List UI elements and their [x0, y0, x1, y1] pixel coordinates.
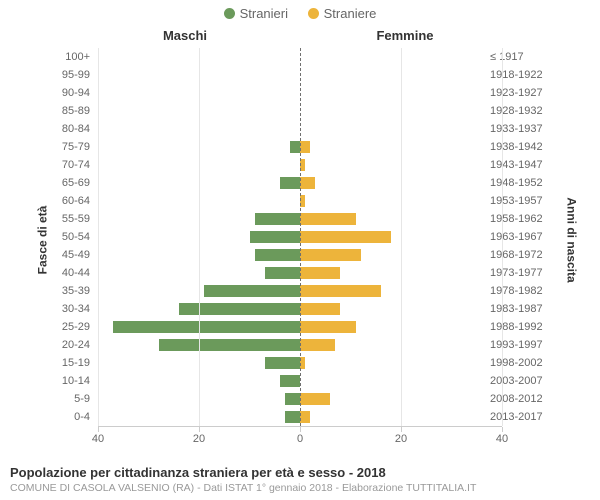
age-label: 85-89: [50, 102, 90, 120]
age-label: 40-44: [50, 264, 90, 282]
legend-label-female: Straniere: [324, 6, 377, 21]
age-label: 0-4: [50, 408, 90, 426]
footer: Popolazione per cittadinanza straniera p…: [10, 465, 590, 494]
bar-male: [255, 213, 300, 225]
age-label: 95-99: [50, 66, 90, 84]
x-tick-label: 20: [183, 433, 215, 445]
age-label: 10-14: [50, 372, 90, 390]
grid-line: [98, 48, 99, 426]
y-axis-title-right: Anni di nascita: [564, 197, 578, 282]
bar-female: [300, 339, 335, 351]
grid-line: [502, 48, 503, 426]
age-label: 25-29: [50, 318, 90, 336]
age-label: 60-64: [50, 192, 90, 210]
bar-male: [280, 375, 300, 387]
x-tick-label: 0: [284, 433, 316, 445]
x-tick-label: 20: [385, 433, 417, 445]
bar-female: [300, 411, 310, 423]
x-tick-label: 40: [486, 433, 518, 445]
x-tick-mark: [502, 427, 503, 432]
bars-area: [98, 48, 502, 426]
side-subtitles: Maschi Femmine: [0, 28, 600, 46]
age-label: 20-24: [50, 336, 90, 354]
grid-line: [401, 48, 402, 426]
bar-male: [290, 141, 300, 153]
bar-male: [285, 411, 300, 423]
age-label: 75-79: [50, 138, 90, 156]
subtitle-female: Femmine: [320, 28, 490, 43]
bar-male: [280, 177, 300, 189]
age-label: 5-9: [50, 390, 90, 408]
y-axis-title-left: Fasce di età: [35, 206, 49, 275]
age-label: 100+: [50, 48, 90, 66]
bar-female: [300, 267, 340, 279]
age-label: 55-59: [50, 210, 90, 228]
age-label: 80-84: [50, 120, 90, 138]
bar-male: [159, 339, 300, 351]
chart-subtitle: COMUNE DI CASOLA VALSENIO (RA) - Dati IS…: [10, 482, 590, 494]
bar-female: [300, 393, 330, 405]
bar-male: [265, 357, 300, 369]
bar-female: [300, 213, 356, 225]
bar-male: [204, 285, 300, 297]
bar-male: [179, 303, 300, 315]
age-label: 50-54: [50, 228, 90, 246]
bar-female: [300, 231, 391, 243]
legend-item-male: Stranieri: [224, 6, 288, 21]
bar-female: [300, 321, 356, 333]
bar-female: [300, 303, 340, 315]
age-label: 35-39: [50, 282, 90, 300]
age-label: 70-74: [50, 156, 90, 174]
legend-item-female: Straniere: [308, 6, 377, 21]
y-left-labels: 100+95-9990-9485-8980-8475-7970-7465-696…: [50, 48, 90, 426]
x-tick-mark: [199, 427, 200, 432]
age-label: 90-94: [50, 84, 90, 102]
x-tick-mark: [98, 427, 99, 432]
plot-area: Fasce di età Anni di nascita 100+95-9990…: [56, 48, 546, 432]
population-pyramid-chart: Stranieri Straniere Maschi Femmine Fasce…: [0, 0, 600, 500]
bar-male: [255, 249, 300, 261]
age-label: 45-49: [50, 246, 90, 264]
bar-male: [265, 267, 300, 279]
center-axis: [300, 48, 301, 426]
bar-male: [285, 393, 300, 405]
x-axis: 402002040: [98, 426, 502, 457]
bar-female: [300, 141, 310, 153]
age-label: 65-69: [50, 174, 90, 192]
legend-swatch-female: [308, 8, 319, 19]
x-tick-mark: [401, 427, 402, 432]
legend: Stranieri Straniere: [0, 6, 600, 22]
age-label: 15-19: [50, 354, 90, 372]
x-tick-label: 40: [82, 433, 114, 445]
age-label: 30-34: [50, 300, 90, 318]
chart-title: Popolazione per cittadinanza straniera p…: [10, 465, 590, 480]
legend-swatch-male: [224, 8, 235, 19]
bar-male: [250, 231, 301, 243]
subtitle-male: Maschi: [100, 28, 270, 43]
bar-female: [300, 285, 381, 297]
bar-female: [300, 249, 361, 261]
bar-female: [300, 177, 315, 189]
bar-male: [113, 321, 300, 333]
grid-line: [199, 48, 200, 426]
x-tick-mark: [300, 427, 301, 432]
legend-label-male: Stranieri: [240, 6, 288, 21]
